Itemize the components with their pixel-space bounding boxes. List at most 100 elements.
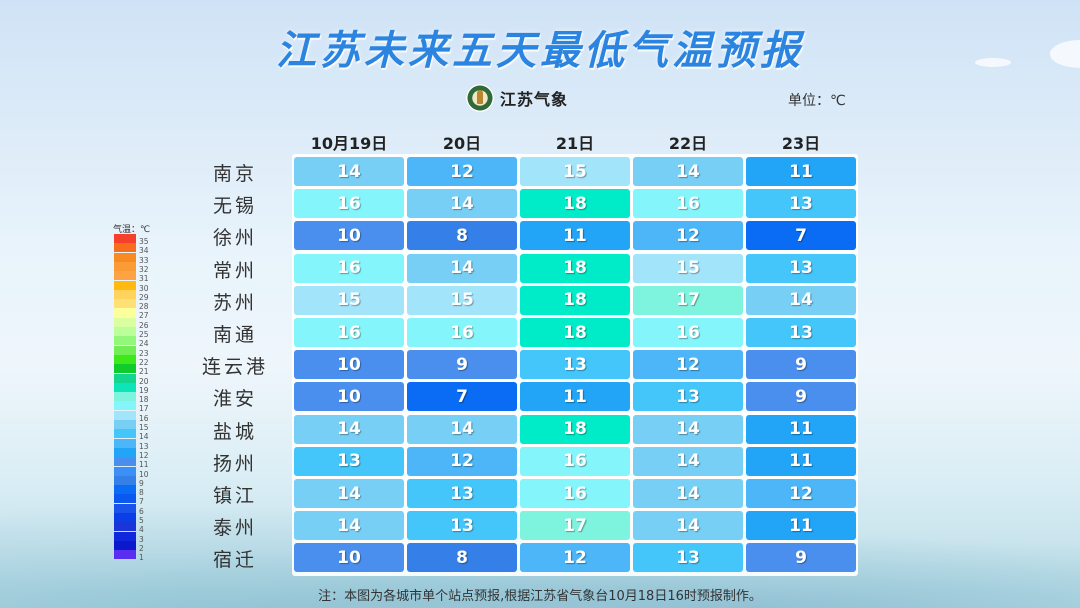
logo-text: 江苏气象 <box>500 90 569 109</box>
legend-swatch <box>114 364 136 374</box>
legend-label: 1 <box>139 553 144 563</box>
temperature-cell: 9 <box>407 350 517 380</box>
temperature-cell: 13 <box>407 511 517 541</box>
temperature-cell: 7 <box>746 221 856 251</box>
legend-label: 18 <box>139 395 149 405</box>
legend-swatch <box>114 466 136 476</box>
legend-swatch <box>114 420 136 429</box>
city-label: 宿迁 <box>212 549 257 572</box>
legend-label: 16 <box>139 413 149 423</box>
temperature-cell: 15 <box>520 157 630 186</box>
temperature-cell: 14 <box>633 511 743 541</box>
temperature-cell: 15 <box>407 285 517 315</box>
column-header: 23日 <box>781 134 821 153</box>
temperature-cell: 14 <box>294 511 404 541</box>
legend-swatch <box>114 271 136 281</box>
temperature-cell: 13 <box>520 350 630 380</box>
legend-label: 24 <box>139 339 149 349</box>
legend-swatch <box>114 531 136 541</box>
legend-label: 2 <box>139 543 144 553</box>
temperature-cell: 16 <box>294 318 404 347</box>
legend-label: 21 <box>139 367 149 377</box>
temperature-cell: 11 <box>746 157 856 186</box>
legend-label: 27 <box>139 311 149 321</box>
temperature-cell: 18 <box>520 253 630 283</box>
legend-swatch <box>114 513 136 522</box>
city-label: 南京 <box>212 163 257 185</box>
city-label: 常州 <box>212 259 257 282</box>
legend-swatch <box>114 234 136 243</box>
legend-label: 4 <box>139 525 144 535</box>
temperature-cell: 16 <box>633 189 743 219</box>
legend-swatch <box>114 438 136 448</box>
legend-swatch <box>114 345 136 355</box>
legend-swatch <box>114 429 136 439</box>
temperature-cell: 13 <box>746 318 856 347</box>
legend-label: 9 <box>139 478 144 488</box>
unit-label: 单位：℃ <box>788 93 846 109</box>
temperature-cell: 9 <box>746 543 856 573</box>
temperature-cell: 11 <box>520 221 630 251</box>
legend-label: 6 <box>139 506 144 516</box>
temperature-cell: 18 <box>520 414 630 444</box>
temperature-cell: 12 <box>633 350 743 380</box>
city-label: 徐州 <box>212 227 257 250</box>
temperature-cell: 9 <box>746 382 856 412</box>
legend-label: 17 <box>139 404 149 414</box>
city-label: 淮安 <box>212 388 257 411</box>
temperature-cell: 10 <box>294 221 404 251</box>
legend-swatch <box>114 457 136 467</box>
temperature-cell: 9 <box>746 350 856 380</box>
temperature-cell: 14 <box>633 157 743 186</box>
temperature-cell: 18 <box>520 285 630 315</box>
legend-swatch <box>114 540 136 550</box>
legend-label: 7 <box>139 497 144 507</box>
city-label: 连云港 <box>201 356 268 379</box>
legend-swatch <box>114 280 136 290</box>
city-label: 泰州 <box>212 517 257 540</box>
page-title: 江苏未来五天最低气温预报 <box>276 28 804 74</box>
column-header: 20日 <box>442 134 482 153</box>
legend-swatch <box>114 289 136 299</box>
legend-label: 25 <box>139 330 149 339</box>
legend-swatch <box>114 354 136 364</box>
legend-swatch <box>114 317 136 327</box>
legend-swatch <box>114 382 136 392</box>
temperature-cell: 13 <box>746 189 856 219</box>
temperature-cell: 13 <box>633 543 743 573</box>
temperature-cell: 16 <box>294 253 404 283</box>
temperature-cell: 10 <box>294 543 404 573</box>
temperature-cell: 10 <box>294 350 404 380</box>
temperature-cell: 12 <box>407 157 517 186</box>
column-header: 10月19日 <box>310 134 388 153</box>
legend-swatch <box>114 392 136 402</box>
legend-label: 20 <box>139 376 149 386</box>
legend-label: 5 <box>139 516 144 525</box>
legend-swatch <box>114 447 136 457</box>
footnote: 注：本图为各城市单个站点预报,根据江苏省气象台10月18日16时预报制作。 <box>318 589 762 604</box>
legend-label: 15 <box>139 423 149 432</box>
temperature-cell: 14 <box>294 157 404 186</box>
legend-label: 14 <box>139 432 149 442</box>
temperature-cell: 16 <box>520 479 630 508</box>
temperature-cell: 13 <box>407 479 517 508</box>
legend-label: 26 <box>139 320 149 330</box>
city-label: 盐城 <box>212 420 257 443</box>
city-label: 苏州 <box>212 291 257 314</box>
temperature-cell: 8 <box>407 221 517 251</box>
temperature-cell: 11 <box>746 511 856 541</box>
temperature-cell: 14 <box>407 253 517 283</box>
legend-title: 气温：℃ <box>113 225 151 235</box>
temperature-cell: 18 <box>520 189 630 219</box>
temperature-cell: 15 <box>633 253 743 283</box>
jiangsu-meteorology-emblem-icon <box>466 84 494 112</box>
temperature-cell: 13 <box>633 382 743 412</box>
city-label: 无锡 <box>212 195 257 218</box>
legend-swatch <box>114 494 136 504</box>
temperature-cell: 14 <box>294 414 404 444</box>
legend-label: 3 <box>139 534 144 544</box>
background-cloud <box>975 58 1011 67</box>
legend-swatch <box>114 522 136 532</box>
legend-swatch <box>114 252 136 262</box>
city-label: 镇江 <box>212 485 257 507</box>
